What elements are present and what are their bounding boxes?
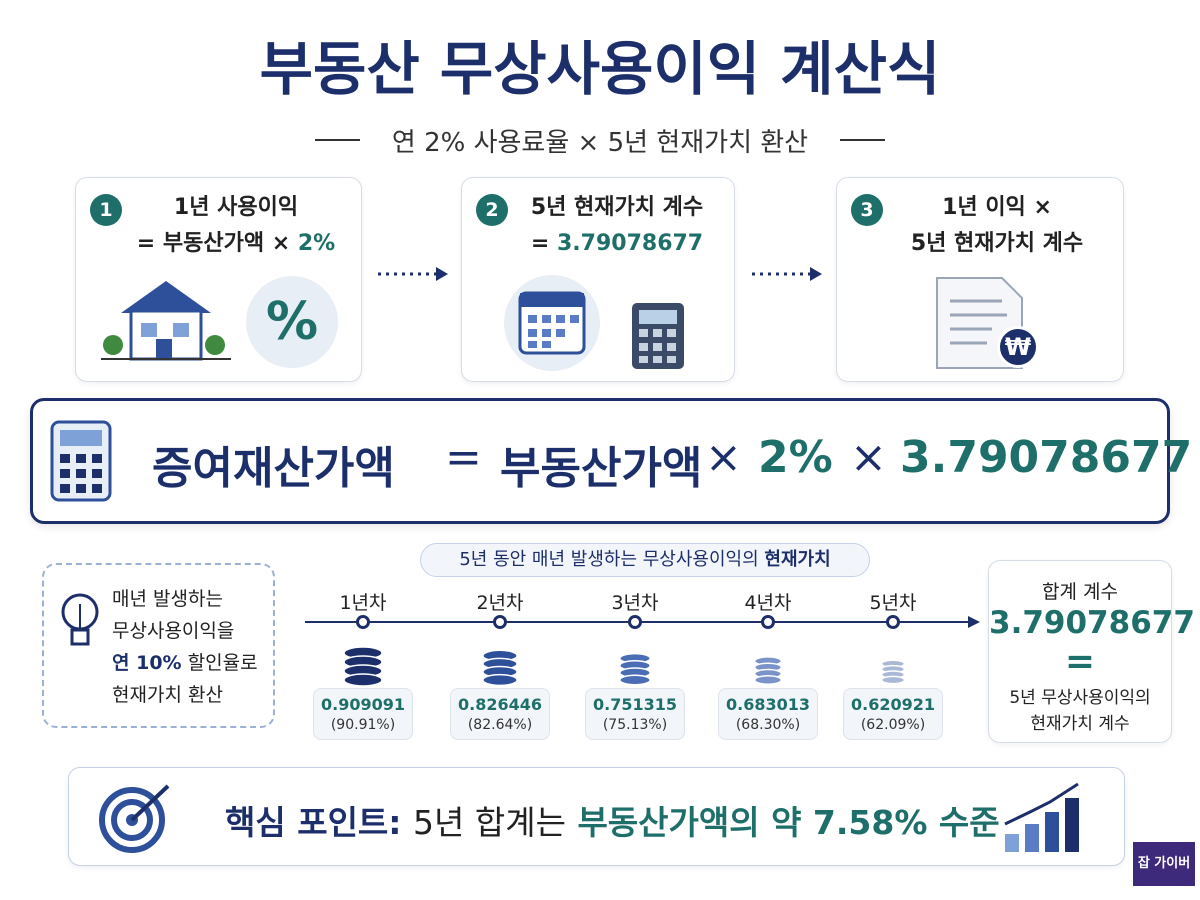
formula-equals: = bbox=[445, 432, 482, 483]
note-line: 매년 발생하는 bbox=[112, 588, 223, 610]
year-dot bbox=[886, 615, 900, 629]
sum-desc: 5년 무상사용이익의 bbox=[1009, 688, 1151, 708]
formula-rate: 2% bbox=[758, 432, 833, 483]
step-number: 1 bbox=[90, 194, 122, 226]
step-number: 2 bbox=[476, 194, 508, 226]
subtitle: 연 2% 사용료율 × 5년 현재가치 환산 bbox=[391, 128, 809, 158]
timeline-title-text: 5년 동안 매년 발생하는 무상사용이익의 bbox=[459, 549, 759, 570]
note-highlight: 연 10% bbox=[112, 652, 182, 674]
step-line: 5년 현재가치 계수 bbox=[530, 195, 704, 220]
step-line: = 부동산가액 × 2% bbox=[116, 226, 356, 262]
key-point: 핵심 포인트: 5년 합계는 부동산가액의 약 7.58% 수준 bbox=[225, 796, 1000, 844]
formula-box bbox=[30, 398, 1170, 524]
step-line: 1년 이익 × bbox=[942, 195, 1052, 220]
sum-desc: 현재가치 계수 bbox=[1030, 714, 1130, 734]
factor-box: 0.826446 (82.64%) bbox=[450, 688, 550, 740]
key-label: 핵심 포인트: bbox=[225, 803, 402, 842]
step-card: 3 1년 이익 × 5년 현재가치 계수 ₩ bbox=[836, 177, 1124, 382]
year-dot bbox=[761, 615, 775, 629]
calendar-calculator-icon bbox=[504, 275, 684, 371]
factor-box: 0.909091 (90.91%) bbox=[313, 688, 413, 740]
step-line: = 3.79078677 bbox=[502, 226, 732, 262]
formula-base: 부동산가액 bbox=[500, 443, 703, 494]
factor-box: 0.620921 (62.09%) bbox=[843, 688, 943, 740]
formula-factor: 3.79078677 bbox=[900, 432, 1193, 483]
growth-icon bbox=[1004, 782, 1079, 852]
factor-value: 0.826446 bbox=[457, 695, 542, 714]
factor-percent: (90.91%) bbox=[330, 717, 396, 733]
year-label: 1년차 bbox=[339, 592, 387, 614]
note-bubble bbox=[42, 563, 275, 728]
key-highlight: 부동산가액의 약 7.58% 수준 bbox=[577, 803, 1000, 842]
formula-result: 증여재산가액 bbox=[152, 443, 395, 494]
step-card: 1 1년 사용이익 = 부동산가액 × 2% % bbox=[75, 177, 362, 382]
arrow bbox=[752, 267, 822, 281]
won-icon: ₩ bbox=[997, 326, 1039, 368]
step-text: = 부동산가액 × bbox=[136, 231, 291, 256]
factor-value: 0.620921 bbox=[850, 695, 935, 714]
percent-icon: % bbox=[246, 276, 338, 368]
sum-value: 3.79078677 bbox=[989, 605, 1195, 641]
sum-equals: = bbox=[1064, 641, 1096, 682]
year-label: 3년차 bbox=[611, 592, 659, 614]
note-line: 현재가치 환산 bbox=[112, 684, 223, 706]
step-line: 1년 사용이익 bbox=[173, 195, 299, 220]
key-text: 5년 합계는 bbox=[413, 803, 566, 842]
badge: 잡 가이버 bbox=[1133, 842, 1195, 886]
factor-percent: (68.30%) bbox=[735, 717, 801, 733]
factor-percent: (75.13%) bbox=[602, 717, 668, 733]
factor-box: 0.683013 (68.30%) bbox=[718, 688, 818, 740]
formula-times: × bbox=[850, 432, 887, 483]
factor-box: 0.751315 (75.13%) bbox=[585, 688, 685, 740]
coin-stack bbox=[880, 659, 906, 685]
year-label: 5년차 bbox=[869, 592, 917, 614]
timeline-axis bbox=[305, 616, 980, 628]
key-point-box bbox=[68, 767, 1125, 866]
coin-stack bbox=[482, 649, 518, 687]
step-number: 3 bbox=[851, 194, 883, 226]
sum-box: 합계 계수 3.79078677 = 5년 무상사용이익의 현재가치 계수 bbox=[988, 560, 1195, 743]
sum-label: 합계 계수 bbox=[1042, 581, 1118, 603]
arrow bbox=[378, 267, 448, 281]
step-highlight: 3.79078677 bbox=[556, 231, 704, 256]
note-line: 연 10% 할인율로 bbox=[112, 647, 272, 679]
step-text: = bbox=[530, 231, 550, 256]
factor-percent: (62.09%) bbox=[860, 717, 926, 733]
timeline-title: 5년 동안 매년 발생하는 무상사용이익의 현재가치 bbox=[420, 543, 870, 577]
factor-value: 0.683013 bbox=[725, 695, 810, 714]
step-highlight: 2% bbox=[297, 231, 336, 256]
bulb-icon bbox=[61, 593, 99, 646]
note-text: 할인율로 bbox=[187, 652, 258, 674]
divider bbox=[840, 139, 885, 141]
factor-percent: (82.64%) bbox=[467, 717, 533, 733]
calculator-icon bbox=[50, 420, 112, 502]
year-label: 2년차 bbox=[476, 592, 524, 614]
timeline-title-bold: 현재가치 bbox=[764, 549, 831, 570]
note-line: 무상사용이익을 bbox=[112, 620, 235, 642]
divider bbox=[315, 139, 360, 141]
step-line: 5년 현재가치 계수 bbox=[910, 231, 1084, 256]
year-dot bbox=[628, 615, 642, 629]
factor-value: 0.751315 bbox=[592, 695, 677, 714]
year-dot bbox=[356, 615, 370, 629]
title: 부동산 무상사용이익 계산식 bbox=[259, 35, 941, 103]
coin-stack bbox=[753, 656, 783, 685]
formula-times: × bbox=[705, 432, 742, 483]
coin-stack bbox=[619, 652, 651, 686]
step-card: 2 5년 현재가치 계수 = 3.79078677 bbox=[461, 177, 735, 382]
year-label: 4년차 bbox=[744, 592, 792, 614]
coin-stack bbox=[343, 646, 383, 687]
year-dot bbox=[493, 615, 507, 629]
house-icon bbox=[101, 281, 231, 361]
note-text: 매년 발생하는 무상사용이익을 연 10% 할인율로 현재가치 환산 bbox=[112, 583, 272, 711]
target-icon bbox=[99, 784, 170, 853]
factor-value: 0.909091 bbox=[320, 695, 405, 714]
